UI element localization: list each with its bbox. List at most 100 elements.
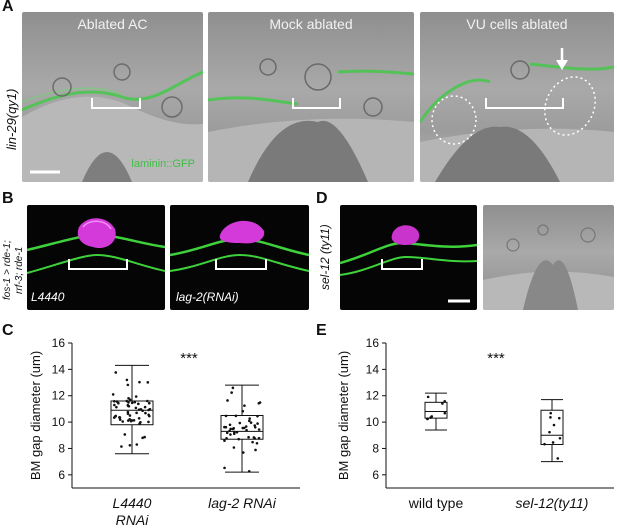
data-point <box>115 400 119 403</box>
data-point <box>249 421 253 424</box>
data-point <box>126 383 130 387</box>
data-point <box>543 442 546 446</box>
micrograph-vu-cells-ablated: VU cells ablated <box>420 12 614 182</box>
micrograph-lag-2-rnai: lag-2(RNAi) <box>170 205 309 310</box>
panel-letter-a: A <box>2 0 14 15</box>
data-point <box>443 411 447 415</box>
panel-letter-d: D <box>316 190 328 207</box>
micrograph-ablated-ac: Ablated AC laminin::GFP <box>22 12 203 182</box>
box <box>540 409 564 445</box>
data-point <box>134 406 138 410</box>
data-point <box>128 414 132 417</box>
y-tick-label: 6 <box>58 468 65 482</box>
data-point <box>245 428 248 432</box>
y-tick-label: 10 <box>52 415 66 429</box>
data-point <box>134 395 138 398</box>
panel-a-title-3: VU cells ablated <box>466 16 568 32</box>
category-label: lag-2 RNAi <box>208 495 277 511</box>
panel-b-row-label-1: fos-1 > rde-1; <box>2 240 13 300</box>
data-point <box>255 441 259 445</box>
panel-letter-b: B <box>2 190 14 207</box>
data-point <box>224 414 228 418</box>
micrograph-sel-12-dic <box>483 205 614 310</box>
data-point <box>256 414 259 418</box>
data-point <box>253 424 257 427</box>
data-point <box>147 408 150 412</box>
data-point <box>443 400 447 403</box>
data-point <box>128 417 131 421</box>
y-axis-label: BM gap diameter (um) <box>336 351 351 480</box>
panel-a-row-label: lin-29(qy1) <box>4 88 19 150</box>
l4440-image-label: L4440 <box>31 290 65 304</box>
data-point <box>135 443 139 446</box>
micrograph-mock-ablated: Mock ablated <box>208 12 414 182</box>
data-point <box>113 399 116 403</box>
data-point <box>548 430 551 434</box>
data-point <box>139 407 143 411</box>
data-point <box>557 416 561 420</box>
panel-a-title-1: Ablated AC <box>77 16 148 32</box>
data-point <box>121 420 125 423</box>
data-point <box>144 411 147 415</box>
micrograph-ablated-ac-drawing <box>22 63 203 182</box>
data-point <box>115 405 118 409</box>
data-point <box>126 412 130 416</box>
micrograph-l4440: L4440 <box>27 205 165 310</box>
data-point <box>128 443 132 447</box>
data-point <box>132 419 136 422</box>
data-point <box>426 395 430 399</box>
box <box>424 401 448 419</box>
data-point <box>229 433 232 436</box>
micrograph-l4440-drawing <box>27 218 165 274</box>
data-point <box>232 446 236 449</box>
y-axis-label: BM gap diameter (um) <box>28 351 43 480</box>
y-tick-label: 6 <box>372 468 379 482</box>
box <box>220 415 264 440</box>
panel-b-row-label-2: rrf-3; rde-1 <box>14 246 25 294</box>
y-tick-label: 10 <box>366 415 380 429</box>
data-point <box>441 402 444 405</box>
data-point <box>251 440 254 444</box>
data-point <box>238 421 242 425</box>
data-point <box>143 405 147 409</box>
data-point <box>120 445 123 448</box>
data-point <box>130 401 134 405</box>
data-point <box>111 393 115 396</box>
data-point <box>114 414 118 418</box>
panel-letter-e: E <box>316 322 327 339</box>
data-point <box>243 404 246 407</box>
data-point <box>257 402 261 405</box>
data-point <box>226 399 229 402</box>
data-point <box>113 403 116 407</box>
box <box>110 400 154 426</box>
data-point <box>237 437 241 441</box>
data-point <box>549 416 552 419</box>
panel-d-row-label: sel-12 (ty11) <box>318 224 332 290</box>
y-tick-label: 12 <box>366 389 380 403</box>
category-label: sel-12(ty11) <box>516 495 589 511</box>
data-point <box>223 439 226 442</box>
data-point <box>118 416 122 419</box>
data-point <box>127 401 130 404</box>
data-point <box>253 437 257 440</box>
data-point <box>223 466 226 470</box>
data-point <box>229 427 232 431</box>
data-point <box>137 402 140 406</box>
data-point <box>125 378 129 382</box>
data-point <box>137 416 141 420</box>
micrograph-sel-12-fluorescence-drawing <box>340 225 477 303</box>
chart-c: 6 8 10 12 14 16 BM gap diameter (um) *** L4440RN… <box>28 336 300 528</box>
data-point <box>558 436 562 440</box>
lag-2-rnai-image-label: lag-2(RNAi) <box>176 290 239 304</box>
data-point <box>228 423 232 427</box>
data-point <box>241 409 245 413</box>
panel-letter-c: C <box>2 322 14 339</box>
micrograph-vu-cells-ablated-drawing <box>420 48 614 182</box>
micrograph-sel-12-dic-drawing <box>483 224 614 310</box>
data-point <box>118 418 122 421</box>
y-tick-label: 8 <box>58 441 65 455</box>
y-tick-label: 8 <box>372 441 379 455</box>
data-point <box>127 396 130 400</box>
data-point <box>230 391 233 394</box>
data-point <box>549 411 553 415</box>
